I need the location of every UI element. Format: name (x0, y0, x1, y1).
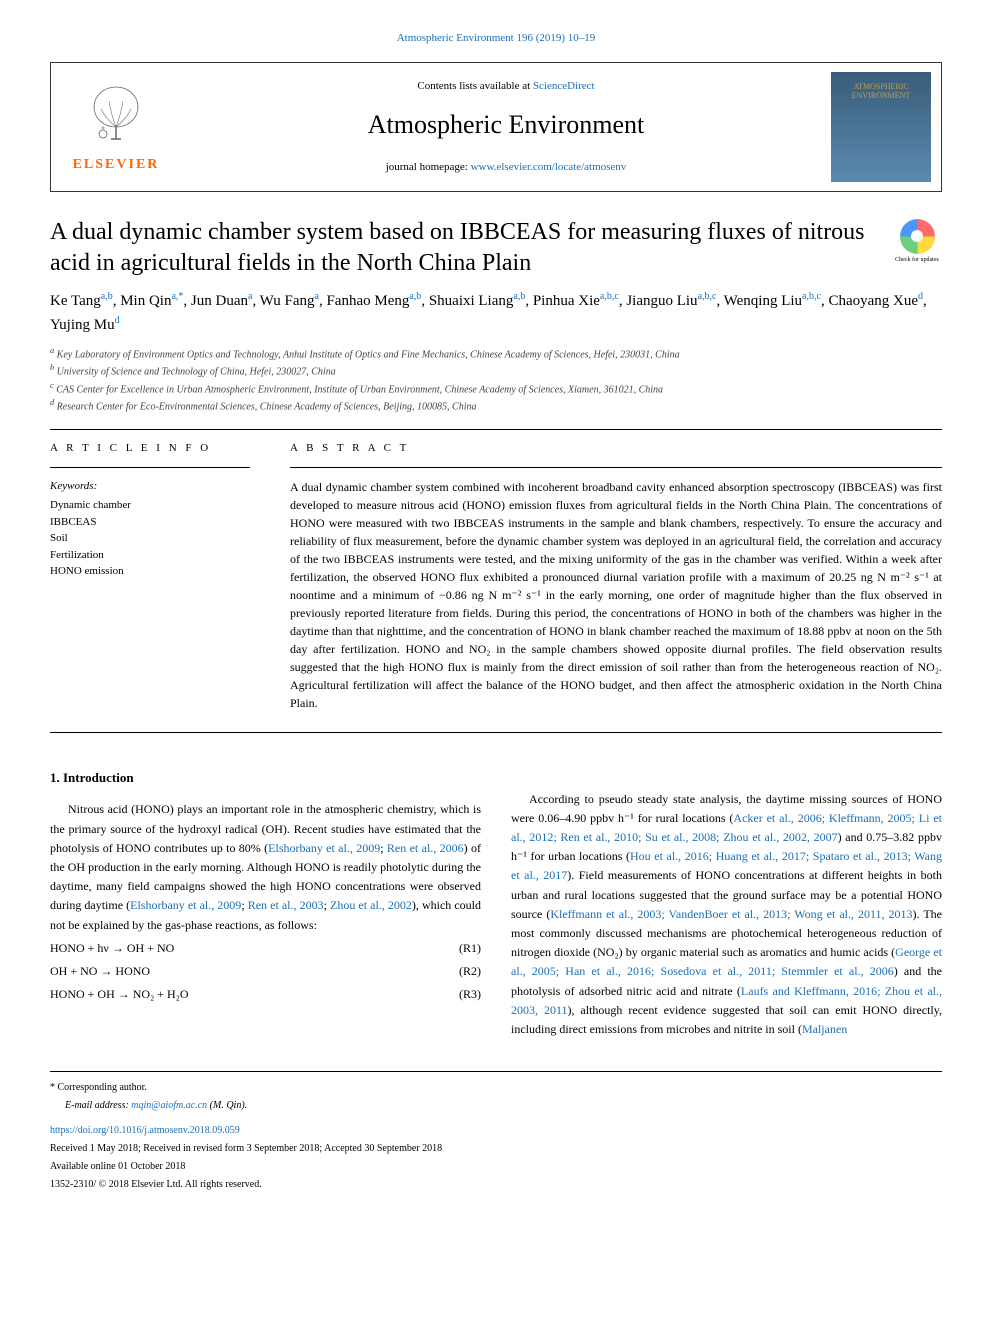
check-updates-badge[interactable]: Check for updates (892, 217, 942, 267)
email-line: E-mail address: mqin@aiofm.ac.cn (M. Qin… (50, 1098, 942, 1113)
intro-p2: According to pseudo steady state analysi… (511, 790, 942, 1039)
equation-r2: OH + NO → HONO(R2) (50, 962, 481, 981)
check-updates-icon (900, 219, 935, 254)
elsevier-tree-icon (81, 79, 151, 149)
article-title: A dual dynamic chamber system based on I… (50, 217, 872, 279)
abstract-label: A B S T R A C T (290, 440, 942, 457)
email-link[interactable]: mqin@aiofm.ac.cn (131, 1100, 207, 1111)
contents-line: Contents lists available at ScienceDirec… (181, 78, 831, 95)
available-info: Available online 01 October 2018 (50, 1159, 942, 1174)
doi-link[interactable]: https://doi.org/10.1016/j.atmosenv.2018.… (50, 1125, 240, 1136)
journal-citation-link[interactable]: Atmospheric Environment 196 (2019) 10–19 (397, 32, 596, 44)
authors-list: Ke Tanga,b, Min Qina,*, Jun Duana, Wu Fa… (50, 289, 942, 337)
journal-citation: Atmospheric Environment 196 (2019) 10–19 (50, 30, 942, 47)
article-info-label: A R T I C L E I N F O (50, 440, 250, 457)
homepage-link[interactable]: www.elsevier.com/locate/atmosenv (471, 161, 627, 173)
ref-link[interactable]: Ren et al., 2003 (248, 898, 324, 912)
intro-p1: Nitrous acid (HONO) plays an important r… (50, 800, 481, 934)
article-info: A R T I C L E I N F O Keywords: Dynamic … (50, 440, 250, 712)
divider-top (50, 429, 942, 430)
footer: * Corresponding author. E-mail address: … (50, 1071, 942, 1192)
contents-text: Contents lists available at (417, 80, 532, 92)
body-col-right: According to pseudo steady state analysi… (511, 743, 942, 1041)
intro-heading: 1. Introduction (50, 768, 481, 789)
keywords-label: Keywords: (50, 478, 250, 495)
affiliations: a Key Laboratory of Environment Optics a… (50, 345, 942, 414)
elsevier-logo: ELSEVIER (51, 74, 181, 180)
affiliation-line: c CAS Center for Excellence in Urban Atm… (50, 380, 942, 397)
abstract-text: A dual dynamic chamber system combined w… (290, 478, 942, 712)
cover-title: ATMOSPHERIC ENVIRONMENT (831, 82, 931, 101)
ref-link[interactable]: Zhou et al., 2002 (330, 898, 412, 912)
keyword: Dynamic chamber (50, 497, 250, 514)
divider-abstract (290, 467, 942, 468)
header-center: Contents lists available at ScienceDirec… (181, 78, 831, 175)
divider-info (50, 467, 250, 468)
elsevier-text: ELSEVIER (73, 154, 160, 175)
keyword: Soil (50, 530, 250, 547)
journal-homepage: journal homepage: www.elsevier.com/locat… (181, 159, 831, 176)
keyword: HONO emission (50, 563, 250, 580)
check-updates-text: Check for updates (895, 256, 939, 265)
corresponding-author: * Corresponding author. (50, 1080, 942, 1095)
journal-header: ELSEVIER Contents lists available at Sci… (50, 62, 942, 192)
article-title-row: A dual dynamic chamber system based on I… (50, 217, 942, 279)
journal-cover: ATMOSPHERIC ENVIRONMENT (831, 72, 931, 182)
info-abstract-row: A R T I C L E I N F O Keywords: Dynamic … (50, 440, 942, 712)
keyword: IBBCEAS (50, 514, 250, 531)
keyword: Fertilization (50, 547, 250, 564)
homepage-label: journal homepage: (386, 161, 471, 173)
divider-bottom (50, 732, 942, 733)
body-col-left: 1. Introduction Nitrous acid (HONO) play… (50, 743, 481, 1041)
ref-link[interactable]: Elshorbany et al., 2009 (268, 841, 380, 855)
ref-link[interactable]: Kleffmann et al., 2003; VandenBoer et al… (550, 907, 912, 921)
equation-r1: HONO + hν → OH + NO(R1) (50, 939, 481, 958)
keywords-list: Dynamic chamberIBBCEASSoilFertilizationH… (50, 497, 250, 580)
journal-name: Atmospheric Environment (181, 105, 831, 144)
affiliation-line: b University of Science and Technology o… (50, 362, 942, 379)
copyright-info: 1352-2310/ © 2018 Elsevier Ltd. All righ… (50, 1177, 942, 1192)
sciencedirect-link[interactable]: ScienceDirect (533, 80, 595, 92)
ref-link[interactable]: Elshorbany et al., 2009 (130, 898, 241, 912)
received-info: Received 1 May 2018; Received in revised… (50, 1141, 942, 1156)
affiliation-line: a Key Laboratory of Environment Optics a… (50, 345, 942, 362)
abstract-column: A B S T R A C T A dual dynamic chamber s… (290, 440, 942, 712)
body-columns: 1. Introduction Nitrous acid (HONO) play… (50, 743, 942, 1041)
ref-link[interactable]: Ren et al., 2006 (387, 841, 464, 855)
ref-link[interactable]: Maljanen (802, 1022, 847, 1036)
equation-r3: HONO + OH → NO₂ + H₂O(R3) (50, 985, 481, 1004)
affiliation-line: d Research Center for Eco-Environmental … (50, 397, 942, 414)
